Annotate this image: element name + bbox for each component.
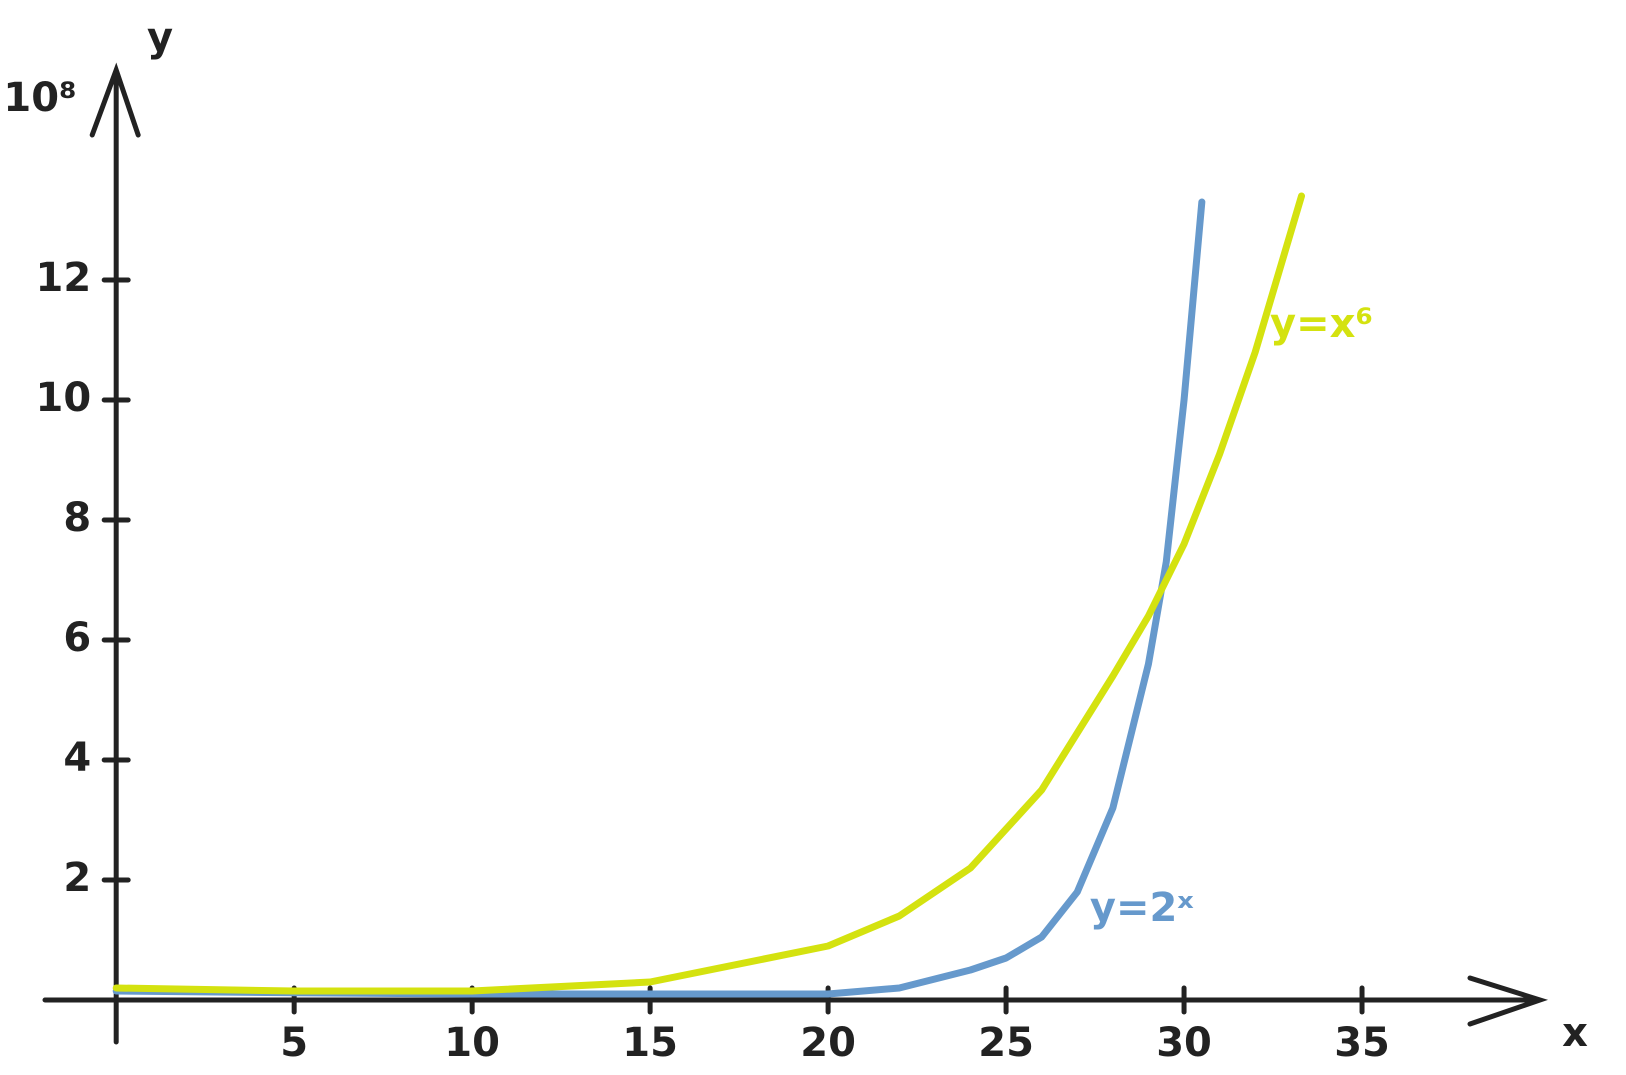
y-tick-label: 6 bbox=[63, 615, 91, 661]
x-axis bbox=[42, 975, 1549, 1027]
x-tick-label: 25 bbox=[978, 1020, 1034, 1066]
line bbox=[112, 192, 1306, 995]
y-tick-label: 8 bbox=[63, 495, 91, 541]
x-tick-label: 30 bbox=[1156, 1020, 1212, 1066]
y-tick-label: 12 bbox=[36, 255, 92, 301]
y-axis bbox=[89, 62, 141, 1045]
series-label: y=x⁶ bbox=[1270, 301, 1373, 347]
line bbox=[112, 198, 1206, 998]
x-axis-label: x bbox=[1562, 1010, 1588, 1056]
x-tick-label: 10 bbox=[444, 1020, 500, 1066]
x-tick-label: 20 bbox=[800, 1020, 856, 1066]
y-tick-label: 10 bbox=[36, 375, 92, 421]
x-tick-label: 15 bbox=[622, 1020, 678, 1066]
x-tick-label: 35 bbox=[1334, 1020, 1390, 1066]
series-label: y=2ˣ bbox=[1090, 885, 1194, 931]
y-tick-label: 4 bbox=[63, 735, 91, 781]
x-tick-label: 5 bbox=[280, 1020, 308, 1066]
y-unit: 10⁸ bbox=[3, 75, 76, 121]
y-tick-label: 2 bbox=[63, 855, 91, 901]
y-axis-label: y bbox=[147, 15, 173, 61]
